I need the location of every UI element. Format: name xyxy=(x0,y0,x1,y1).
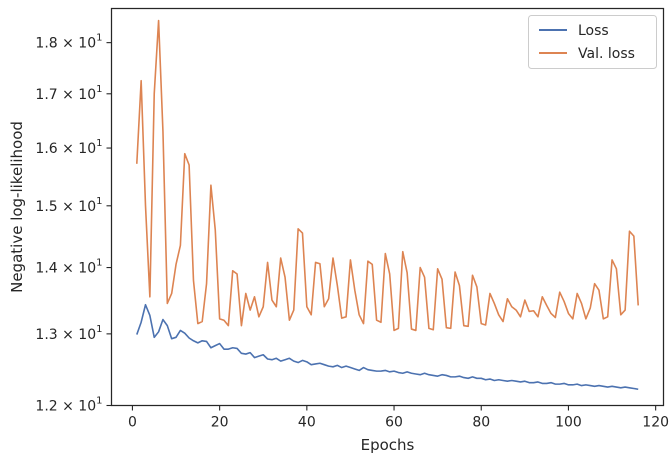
y-tick-label: 1.2 × 101 xyxy=(35,396,102,415)
legend-label-val-loss: Val. loss xyxy=(578,46,635,62)
y-tick-label: 1.6 × 101 xyxy=(35,138,102,157)
y-tick-label: 1.5 × 101 xyxy=(35,196,102,215)
legend: Loss Val. loss xyxy=(528,15,657,69)
x-tick-label: 100 xyxy=(555,415,582,431)
legend-box xyxy=(528,15,657,69)
y-tick-label: 1.8 × 101 xyxy=(35,33,102,52)
y-axis: 1.2 × 101 1.3 × 101 1.4 × 101 1.5 × 101 1.6 … xyxy=(35,33,112,415)
x-axis-title: Epochs xyxy=(361,436,415,454)
series-group xyxy=(135,19,640,391)
legend-label-loss: Loss xyxy=(578,23,609,39)
x-tick-label: 80 xyxy=(472,415,490,431)
x-tick-label: 60 xyxy=(385,415,403,431)
series-line-loss xyxy=(136,303,639,391)
x-tick-label: 120 xyxy=(642,415,669,431)
y-tick-label: 1.3 × 101 xyxy=(35,324,102,343)
x-tick-label: 20 xyxy=(211,415,229,431)
x-tick-label: 0 xyxy=(128,415,137,431)
y-tick-label: 1.7 × 101 xyxy=(35,84,102,103)
x-axis: 0 20 40 60 80 100 120 xyxy=(128,405,669,431)
plot-area xyxy=(110,7,665,407)
x-tick-label: 40 xyxy=(298,415,316,431)
y-axis-title: Negative log-likelihood xyxy=(8,121,26,293)
series-line-val-loss xyxy=(135,19,640,332)
y-tick-label: 1.4 × 101 xyxy=(35,258,102,277)
axes-frame xyxy=(110,7,665,407)
